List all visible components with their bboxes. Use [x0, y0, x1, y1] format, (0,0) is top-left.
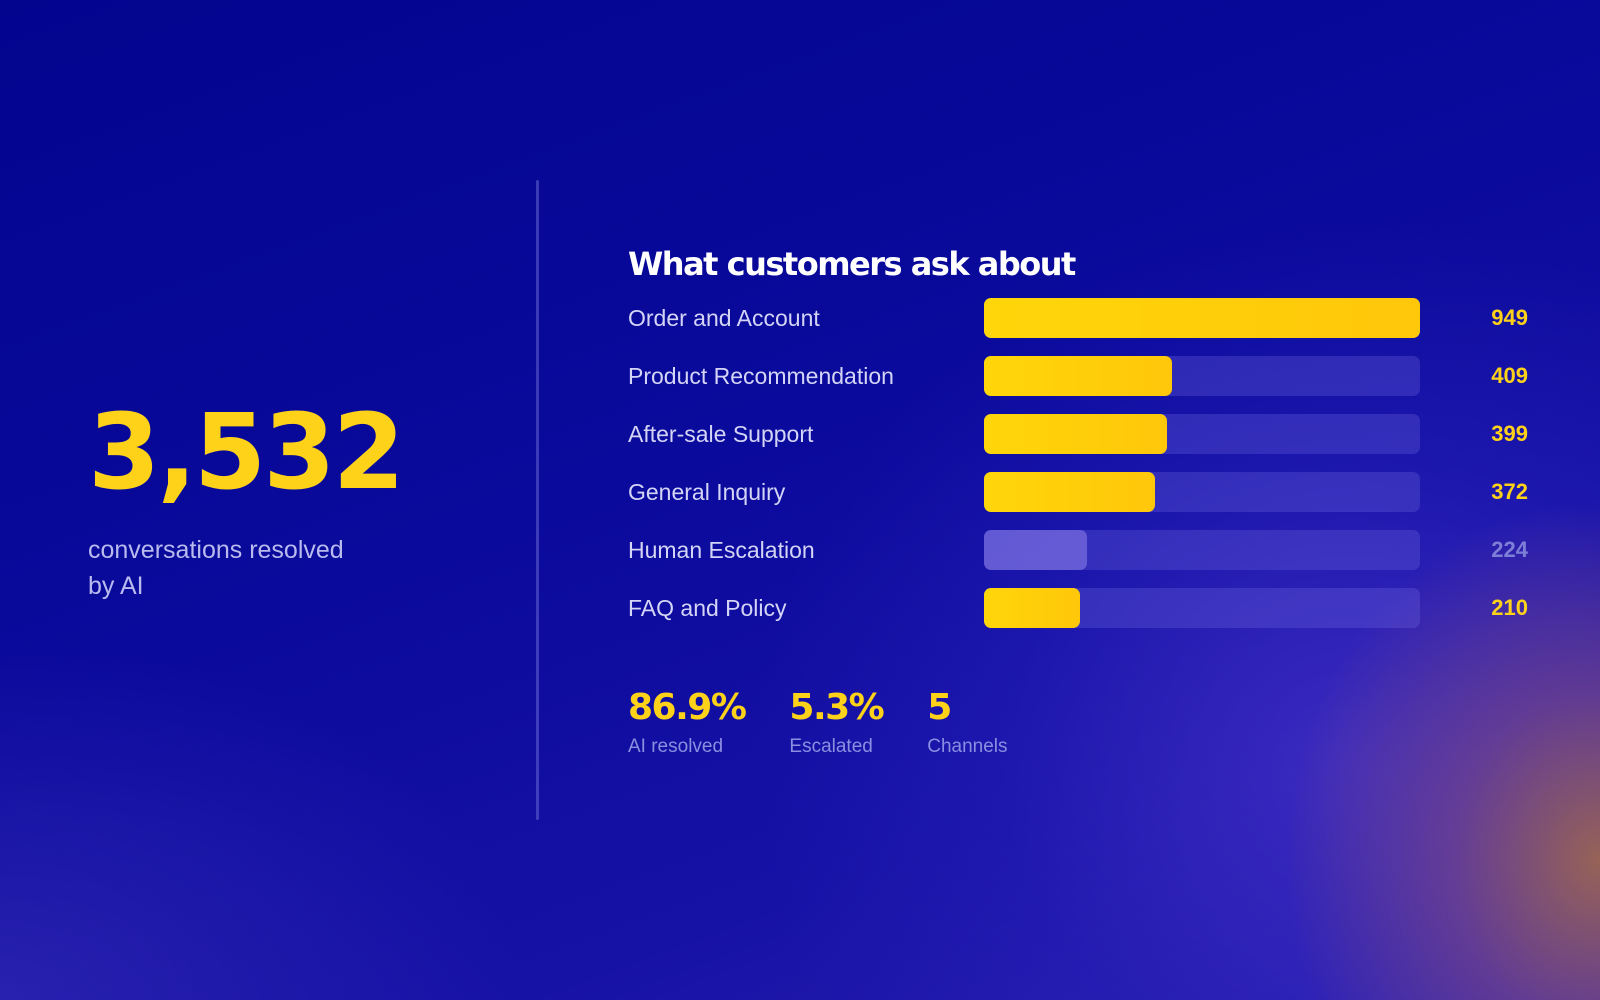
bar-value-label: 372 [1491, 479, 1528, 504]
conversations-count: 3,532 [88, 391, 405, 513]
bar-track [984, 588, 1420, 628]
bar-value-label: 210 [1491, 595, 1528, 620]
bar-track [984, 298, 1420, 338]
bar-track [984, 414, 1420, 454]
stat-channels: 5 Channels [927, 686, 1007, 758]
bar-track [984, 472, 1420, 512]
bar-value-label: 409 [1491, 363, 1528, 388]
stat-ai-resolved: 86.9% AI resolved [628, 686, 747, 758]
bar [984, 588, 1080, 628]
bar-track [984, 356, 1420, 396]
bar-row: Human Escalation 224 [628, 530, 1528, 588]
vertical-divider [536, 180, 539, 820]
stat-value: 86.9% [628, 687, 747, 728]
bar-chart: Order and Account 949 Product Recommendati… [628, 298, 1528, 646]
stat-value: 5 [927, 687, 952, 728]
stat-escalated: 5.3% Escalated [789, 686, 884, 758]
bar-value-label: 399 [1491, 421, 1528, 446]
bar-row: Order and Account 949 [628, 298, 1528, 356]
stat-value: 5.3% [789, 687, 884, 728]
summary-stats: 86.9% AI resolved 5.3% Escalated 5 Chann… [628, 686, 1008, 758]
stat-label: Channels [927, 736, 1008, 757]
topics-chart-panel: What customers ask about Order and Accou… [628, 240, 1528, 646]
bar-row: FAQ and Policy 210 [628, 588, 1528, 646]
bar-value-label: 949 [1491, 305, 1528, 330]
bar [984, 414, 1167, 454]
bar-value-label: 224 [1491, 537, 1528, 562]
bar [984, 472, 1155, 512]
bar-row: Product Recommendation 409 [628, 356, 1528, 414]
hero-stat: 3,532 conversations resolved by AI [88, 400, 508, 604]
bar-label: Human Escalation [628, 537, 815, 563]
bar [984, 356, 1172, 396]
bar-row: General Inquiry 372 [628, 472, 1528, 530]
bar-label: General Inquiry [628, 479, 786, 505]
chart-title: What customers ask about [628, 245, 1076, 283]
bar [984, 530, 1087, 570]
stat-label: Escalated [789, 736, 873, 757]
stat-label: AI resolved [628, 736, 724, 757]
conversations-label: conversations resolved by AI [88, 536, 344, 600]
bar-label: FAQ and Policy [628, 595, 787, 621]
bar [984, 298, 1420, 338]
bar-label: Product Recommendation [628, 363, 894, 389]
bar-label: After-sale Support [628, 421, 814, 447]
bar-row: After-sale Support 399 [628, 414, 1528, 472]
bar-track [984, 530, 1420, 570]
bar-label: Order and Account [628, 305, 820, 331]
